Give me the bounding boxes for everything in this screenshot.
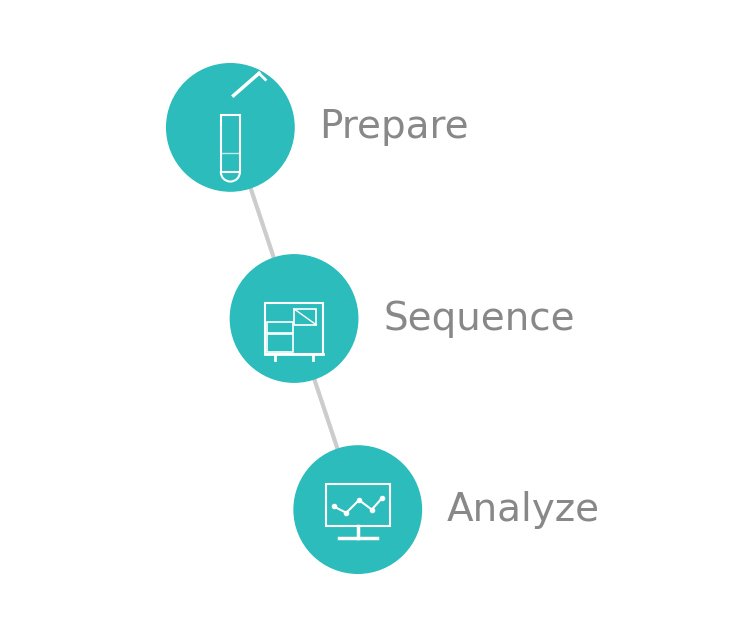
Circle shape (294, 446, 422, 573)
Bar (268, 334, 293, 352)
Text: Analyze: Analyze (447, 490, 600, 529)
Text: Sequence: Sequence (383, 299, 575, 338)
Circle shape (167, 64, 294, 191)
Bar (268, 322, 293, 333)
Circle shape (230, 255, 358, 382)
Text: Prepare: Prepare (319, 108, 469, 147)
Bar (265, 303, 323, 354)
Bar (326, 484, 390, 526)
Bar (294, 309, 316, 325)
Bar (221, 115, 240, 172)
